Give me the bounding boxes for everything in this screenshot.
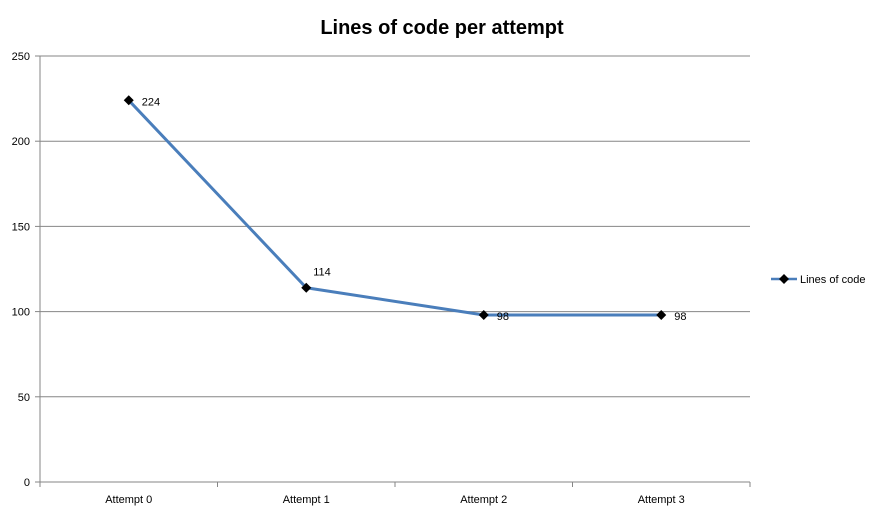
chart-title: Lines of code per attempt [320,17,564,39]
data-label: 98 [674,311,686,323]
y-tick-label: 250 [12,51,30,63]
y-tick-label: 50 [18,392,30,404]
x-tick-label: Attempt 2 [460,494,507,506]
y-tick-label: 0 [24,477,30,489]
x-axis-tick-labels: Attempt 0 Attempt 1 Attempt 2 Attempt 3 [105,494,685,506]
y-axis-tick-labels: 0 50 100 150 200 250 [12,51,30,489]
x-tick-label: Attempt 1 [283,494,330,506]
data-label: 114 [313,267,331,279]
gridlines [40,55,750,398]
y-tick-label: 150 [12,221,30,233]
series-line [127,99,662,317]
legend-diamond-marker-icon [779,274,789,284]
x-tick-label: Attempt 0 [105,494,152,506]
y-tick-label: 200 [12,136,30,148]
data-point-marker [478,310,489,321]
legend: Lines of code [771,274,865,286]
axes [35,55,751,487]
data-point-marker [301,282,312,293]
data-labels: 224 114 98 98 [142,96,687,323]
data-label: 98 [497,311,509,323]
y-tick-label: 100 [12,307,30,319]
legend-label: Lines of code [800,274,865,286]
series-lines-of-code [123,95,667,321]
x-tick-label: Attempt 3 [638,494,685,506]
data-point-marker [123,95,134,106]
data-label: 224 [142,96,160,108]
data-point-marker [656,310,667,321]
